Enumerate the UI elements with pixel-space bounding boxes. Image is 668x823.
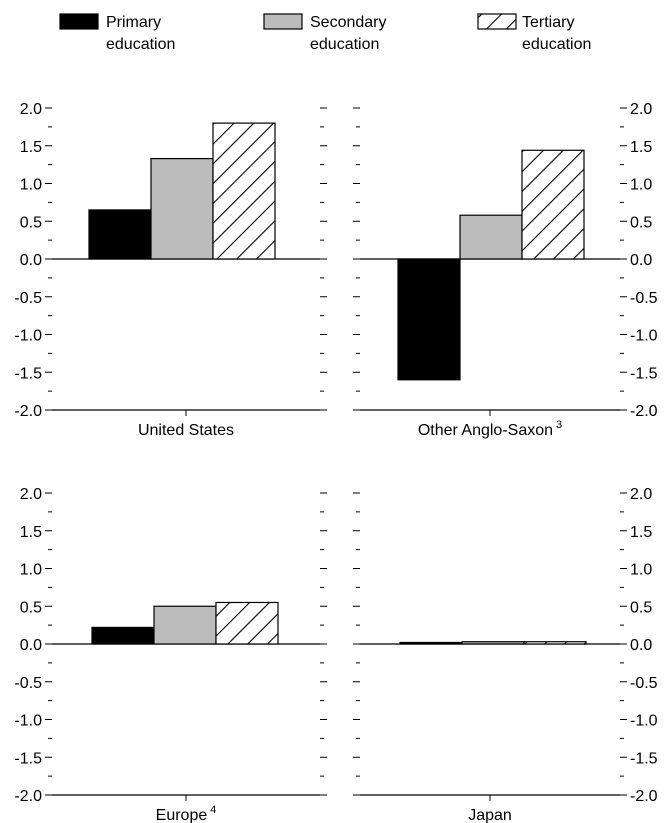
y-tick-label: 0.5 xyxy=(630,214,652,231)
y-tick-label: -2.0 xyxy=(630,788,658,805)
legend-swatch-primary xyxy=(59,13,99,30)
bar-secondary xyxy=(459,214,523,260)
legend-label-primary: Primary xyxy=(106,14,161,31)
panel-label: United States xyxy=(138,422,234,439)
panel-label: Japan xyxy=(468,807,512,823)
bar-tertiary xyxy=(521,149,585,260)
legend-label-tertiary: Tertiary xyxy=(522,14,574,31)
panel-label: Other Anglo-Saxon 3 xyxy=(418,419,562,439)
legend-sublabel-tertiary: education xyxy=(522,36,591,53)
legend-item-tertiary: Tertiary education xyxy=(477,13,591,53)
y-tick-label: 0.5 xyxy=(20,214,42,231)
legend-swatch-secondary xyxy=(263,13,303,30)
y-tick-label: -2.0 xyxy=(630,403,658,420)
y-tick-label: -1.0 xyxy=(630,713,658,730)
y-tick-label: -1.0 xyxy=(14,713,42,730)
y-tick-label: 0.5 xyxy=(20,599,42,616)
y-tick-label: -0.5 xyxy=(14,290,42,307)
y-tick-label: -1.5 xyxy=(14,365,42,382)
bar-tertiary xyxy=(212,122,276,260)
y-tick-label: 1.5 xyxy=(20,139,42,156)
legend-sublabel-secondary: education xyxy=(310,36,379,53)
y-tick-label: 1.5 xyxy=(630,524,652,541)
y-tick-label: -2.0 xyxy=(14,403,42,420)
bar-primary xyxy=(397,258,461,381)
panel-label: Europe 4 xyxy=(156,804,217,823)
bar-tertiary xyxy=(523,641,587,645)
bar-primary xyxy=(91,626,155,645)
y-tick-label: -1.0 xyxy=(14,328,42,345)
y-tick-label: 2.0 xyxy=(630,486,652,503)
bar-secondary xyxy=(153,605,217,645)
panel-europe: 2.0 1.5 1.0 0.5 0.0 -0.5 -1.0 -1.5 -2.0 Europe 4 xyxy=(14,486,327,823)
y-tick-label: 2.0 xyxy=(20,101,42,118)
legend-item-secondary: Secondary education xyxy=(263,13,387,53)
y-tick-label: -0.5 xyxy=(630,290,658,307)
chart-panels: 2.0 1.5 1.0 0.5 0.0 -0.5 -1.0 -1.5 -2.0 United St… xyxy=(14,101,657,823)
bar-secondary xyxy=(150,157,214,260)
y-tick-label: -1.5 xyxy=(14,750,42,767)
y-tick-label: 1.0 xyxy=(630,562,652,579)
bar-secondary xyxy=(461,641,525,645)
legend: PrimaryeducationSecondaryeducationTertia… xyxy=(59,13,591,53)
y-tick-label: -0.5 xyxy=(630,675,658,692)
legend-swatch-tertiary xyxy=(477,13,517,30)
y-tick-label: -1.0 xyxy=(630,328,658,345)
panel-japan: 2.0 1.5 1.0 0.5 0.0 -0.5 -1.0 -1.5 -2.0 Japan xyxy=(353,486,658,823)
y-tick-label: 2.0 xyxy=(630,101,652,118)
y-tick-label: 1.0 xyxy=(630,177,652,194)
y-tick-label: -2.0 xyxy=(14,788,42,805)
y-tick-label: 1.5 xyxy=(20,524,42,541)
bar-primary xyxy=(399,641,463,645)
y-tick-label: 0.0 xyxy=(20,252,42,269)
y-tick-label: -1.5 xyxy=(630,750,658,767)
legend-label-secondary: Secondary xyxy=(310,14,387,31)
panel-footnote: 4 xyxy=(210,804,216,816)
y-tick-label: 0.0 xyxy=(630,637,652,654)
y-tick-label: 0.5 xyxy=(630,599,652,616)
legend-item-primary: Primary education xyxy=(59,13,175,53)
bar-primary xyxy=(88,209,152,260)
legend-sublabel-primary: education xyxy=(106,36,175,53)
y-tick-label: 0.0 xyxy=(20,637,42,654)
y-tick-label: 1.0 xyxy=(20,562,42,579)
y-tick-label: 1.0 xyxy=(20,177,42,194)
panel-other-anglo-saxon: 2.0 1.5 1.0 0.5 0.0 -0.5 -1.0 -1.5 -2.0 Other Ang… xyxy=(353,101,658,439)
y-tick-label: -1.5 xyxy=(630,365,658,382)
y-tick-label: 1.5 xyxy=(630,139,652,156)
y-tick-label: 0.0 xyxy=(630,252,652,269)
panel-footnote: 3 xyxy=(556,419,562,431)
y-tick-label: 2.0 xyxy=(20,486,42,503)
panel-united-states: 2.0 1.5 1.0 0.5 0.0 -0.5 -1.0 -1.5 -2.0 United St… xyxy=(14,101,327,439)
y-tick-label: -0.5 xyxy=(14,675,42,692)
bar-tertiary xyxy=(215,601,279,645)
